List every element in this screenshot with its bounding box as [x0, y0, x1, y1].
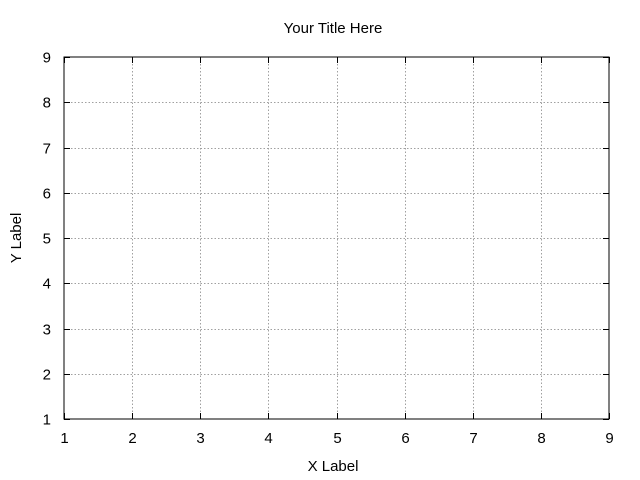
x-tick-label: 8: [537, 430, 545, 447]
chart-title: Your Title Here: [284, 20, 383, 37]
y-tick-label: 2: [43, 367, 51, 384]
x-tick-label: 5: [333, 430, 341, 447]
x-tick-label: 7: [469, 430, 477, 447]
y-tick-label: 4: [43, 276, 51, 293]
y-tick-label: 3: [43, 322, 51, 339]
x-axis: 1 2 3 4 5 6 7 8 9: [60, 57, 614, 447]
y-tick-label: 9: [43, 50, 51, 67]
y-tick-label: 5: [43, 231, 51, 248]
y-axis: 1 2 3 4 5 6 7 8 9: [43, 50, 609, 429]
x-tick-label: 3: [196, 430, 204, 447]
x-axis-label: X Label: [308, 458, 359, 475]
y-tick-label: 1: [43, 412, 51, 429]
y-tick-label: 6: [43, 186, 51, 203]
grid: [64, 57, 609, 419]
x-tick-label: 9: [605, 430, 613, 447]
x-tick-label: 1: [60, 430, 68, 447]
x-tick-label: 6: [401, 430, 409, 447]
y-tick-label: 8: [43, 95, 51, 112]
x-tick-label: 2: [128, 430, 136, 447]
x-tick-label: 4: [264, 430, 272, 447]
y-tick-label: 7: [43, 141, 51, 158]
y-axis-label: Y Label: [8, 213, 25, 264]
